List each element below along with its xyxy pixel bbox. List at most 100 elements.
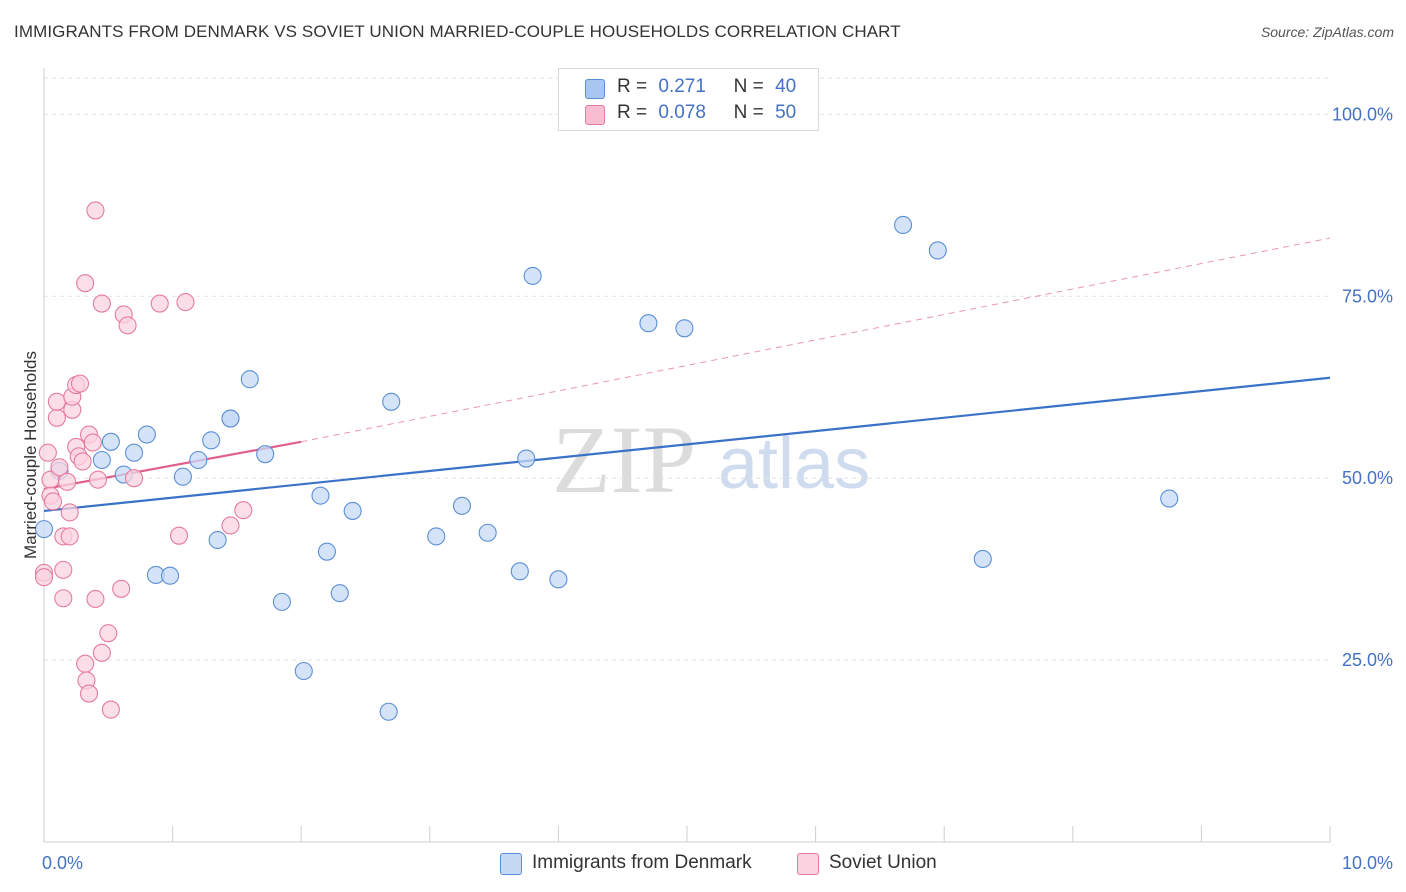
point-denmark [173, 467, 192, 486]
y-tick-label: 100.0% [1332, 104, 1393, 124]
point-soviet-union [34, 568, 54, 587]
n-value: 40 [775, 76, 797, 97]
point-soviet-union [70, 374, 90, 393]
point-soviet-union [76, 654, 95, 673]
point-denmark [137, 425, 156, 444]
point-denmark [240, 370, 259, 389]
point-soviet-union [86, 589, 105, 609]
point-soviet-union [58, 472, 77, 491]
point-soviet-union [176, 293, 195, 312]
point-soviet-union [38, 443, 57, 462]
point-soviet-union [112, 579, 131, 598]
watermark-atlas: atlas [718, 424, 870, 504]
r-value: 0.271 [658, 76, 706, 97]
gridlines [44, 77, 1330, 661]
point-soviet-union [79, 684, 99, 703]
point-soviet-union [101, 700, 120, 719]
point-denmark [101, 432, 120, 451]
point-soviet-union [83, 433, 102, 452]
point-denmark [124, 443, 144, 462]
trend-line-extension [301, 237, 1331, 443]
legend-label-soviet: Soviet Union [829, 852, 937, 873]
point-denmark [92, 450, 111, 470]
y-tick-label: 50.0% [1342, 468, 1393, 488]
legend-label-denmark: Immigrants from Denmark [532, 852, 752, 873]
point-denmark [256, 445, 275, 464]
point-denmark [379, 702, 398, 721]
point-denmark [317, 542, 336, 561]
legend-swatch-denmark [500, 853, 522, 875]
point-soviet-union [60, 527, 79, 546]
point-denmark [1160, 489, 1179, 508]
point-denmark [34, 520, 54, 539]
correlation-legend: R = 0.271 N = 40 R = 0.078 N = 50 [558, 68, 819, 131]
point-denmark [330, 584, 349, 603]
tick-labels: 25.0% 50.0% 75.0% 100.0% 0.0% 10.0% [42, 104, 1393, 873]
point-denmark [311, 486, 330, 505]
legend-stats-denmark: R = 0.271 N = 40 [617, 76, 796, 98]
point-soviet-union [169, 526, 189, 545]
point-denmark [221, 409, 240, 428]
legend-swatch-soviet [585, 105, 605, 125]
point-denmark [478, 523, 497, 542]
point-denmark [928, 241, 947, 260]
legend-swatch-denmark [585, 79, 605, 99]
point-denmark [272, 592, 291, 611]
r-label: R = [617, 76, 648, 97]
point-soviet-union [92, 643, 111, 662]
data-points [34, 201, 1179, 721]
point-soviet-union [43, 492, 63, 511]
point-soviet-union [76, 274, 95, 293]
legend-stats-soviet: R = 0.078 N = 50 [617, 102, 796, 124]
r-label: R = [617, 102, 648, 123]
watermark-zip: ZIP [552, 406, 696, 513]
point-denmark [893, 215, 913, 235]
point-denmark [382, 392, 401, 411]
point-soviet-union [54, 560, 73, 579]
point-denmark [343, 501, 362, 520]
point-soviet-union [150, 294, 169, 313]
n-value: 50 [775, 102, 797, 123]
point-soviet-union [54, 589, 73, 608]
point-soviet-union [47, 408, 66, 427]
point-soviet-union [221, 516, 240, 535]
y-axis-label: Married-couple Households [21, 351, 40, 559]
point-soviet-union [234, 501, 253, 520]
point-denmark [549, 570, 568, 589]
point-denmark [510, 562, 529, 581]
point-soviet-union [124, 469, 144, 488]
n-label: N = [733, 76, 764, 97]
trend-line-denmark [43, 376, 1331, 513]
y-tick-label: 75.0% [1342, 286, 1393, 306]
point-denmark [160, 566, 180, 585]
r-value: 0.078 [658, 102, 706, 123]
point-denmark [675, 319, 694, 338]
point-denmark [452, 496, 472, 515]
chart-title: IMMIGRANTS FROM DENMARK VS SOVIET UNION … [14, 22, 901, 41]
point-soviet-union [86, 201, 105, 220]
point-denmark [639, 314, 658, 333]
point-denmark [523, 266, 542, 285]
point-soviet-union [99, 624, 118, 643]
point-soviet-union [47, 392, 66, 411]
point-soviet-union [60, 503, 79, 522]
point-denmark [202, 431, 221, 450]
chart-source: Source: ZipAtlas.com [1260, 24, 1394, 40]
point-soviet-union [88, 470, 108, 489]
point-soviet-union [92, 294, 111, 313]
y-tick-label: 25.0% [1342, 650, 1393, 670]
point-denmark [517, 449, 536, 468]
point-soviet-union [118, 316, 137, 335]
point-denmark [189, 450, 208, 470]
point-denmark [427, 527, 446, 546]
point-soviet-union [50, 458, 69, 477]
point-denmark [973, 549, 992, 569]
point-denmark [208, 530, 227, 550]
legend-swatch-soviet [797, 853, 819, 875]
point-soviet-union [73, 452, 92, 471]
x-tick-label: 10.0% [1342, 853, 1393, 873]
x-tick-label: 0.0% [42, 853, 83, 873]
n-label: N = [733, 102, 764, 123]
point-denmark [294, 661, 313, 681]
